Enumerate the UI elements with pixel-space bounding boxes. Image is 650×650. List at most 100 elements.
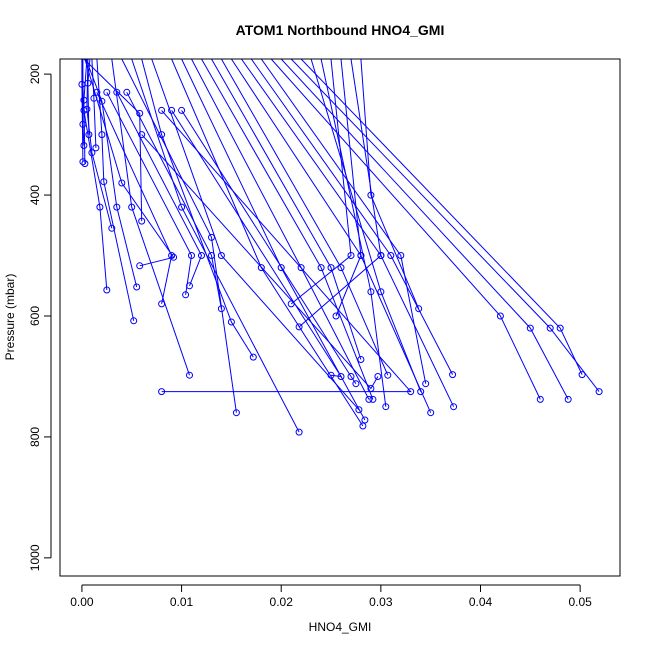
series-2	[84, 59, 178, 270]
series-36	[360, 59, 423, 313]
data-point	[217, 252, 225, 259]
data-point	[556, 324, 564, 332]
series-29	[290, 59, 603, 396]
data-point	[81, 160, 89, 168]
series-line	[360, 59, 420, 309]
data-point	[98, 131, 106, 139]
data-point	[422, 380, 430, 388]
data-point	[496, 312, 504, 320]
series-line	[250, 59, 454, 375]
series-27	[270, 59, 544, 403]
series-line	[201, 59, 374, 400]
series-line	[260, 59, 427, 384]
data-point	[80, 96, 88, 104]
y-tick-label: 800	[28, 427, 42, 447]
series-line	[151, 59, 360, 411]
series-39	[113, 88, 205, 290]
data-point	[332, 312, 340, 320]
data-point	[232, 409, 240, 417]
data-point	[188, 252, 195, 259]
data-point	[417, 388, 425, 396]
data-point	[182, 291, 190, 299]
plot-frame	[59, 58, 621, 577]
data-point	[84, 79, 92, 87]
series-line	[91, 59, 97, 148]
data-point	[377, 288, 385, 296]
data-point	[449, 371, 457, 379]
chart-title: ATOM1 Northbound HNO4_GMI	[236, 22, 445, 38]
data-point	[546, 324, 554, 332]
data-point	[397, 252, 405, 259]
series-line	[86, 59, 113, 229]
data-point	[186, 371, 193, 379]
data-point	[295, 428, 303, 436]
series-44	[178, 106, 360, 388]
data-point	[249, 353, 257, 361]
data-point	[367, 191, 375, 199]
series-line	[83, 59, 88, 164]
data-point	[96, 203, 104, 211]
data-point	[359, 422, 367, 430]
x-tick-label: 0.04	[469, 595, 493, 609]
series-line	[131, 59, 300, 433]
series-line	[310, 59, 422, 392]
series-8	[80, 59, 89, 168]
series-line	[335, 59, 362, 317]
data-point	[168, 252, 176, 259]
x-tick-label: 0.02	[270, 595, 294, 609]
series-line	[320, 59, 387, 407]
data-point	[123, 88, 131, 96]
series-30	[300, 59, 586, 379]
series-line	[116, 92, 203, 286]
data-point	[327, 264, 335, 272]
data-point	[337, 264, 345, 272]
series-11	[90, 59, 100, 152]
data-point	[384, 371, 392, 379]
data-point	[347, 252, 355, 259]
x-tick-label: 0.01	[170, 595, 194, 609]
series-18	[181, 59, 369, 424]
x-axis: 0.00 0.01 0.02 0.03 0.04 0.05	[70, 584, 592, 609]
data-point	[108, 224, 116, 232]
data-point	[158, 131, 166, 139]
series-9	[84, 59, 93, 139]
data-point	[158, 106, 166, 114]
series-40	[123, 88, 225, 313]
data-point	[85, 131, 93, 139]
series-line	[270, 59, 541, 400]
data-point	[217, 305, 225, 313]
series-25	[250, 59, 457, 379]
data-point	[178, 106, 186, 114]
data-point	[369, 395, 377, 403]
series-32	[320, 59, 390, 411]
data-point	[564, 395, 572, 403]
y-tick-label: 600	[28, 306, 42, 326]
series-22	[220, 59, 392, 379]
data-point	[158, 300, 166, 308]
data-point	[536, 395, 544, 403]
data-point	[257, 264, 265, 272]
data-point	[377, 252, 385, 259]
data-point	[374, 373, 382, 380]
data-point	[427, 409, 435, 417]
data-point	[595, 388, 603, 396]
data-point	[130, 317, 138, 325]
series-37	[93, 88, 176, 308]
data-point	[367, 288, 375, 296]
data-point	[100, 178, 108, 186]
data-point	[337, 373, 345, 380]
series-line	[240, 59, 455, 407]
y-axis-label: Pressure (mbar)	[3, 274, 17, 361]
series-line	[96, 92, 173, 305]
series-line	[211, 59, 362, 360]
series-21	[211, 59, 365, 363]
data-point	[208, 252, 215, 259]
series-26	[260, 59, 430, 388]
data-point	[357, 252, 365, 259]
series-line	[87, 59, 91, 135]
data-point	[295, 323, 303, 331]
data-point	[80, 142, 88, 149]
series-line	[298, 59, 382, 328]
data-point	[118, 179, 126, 187]
